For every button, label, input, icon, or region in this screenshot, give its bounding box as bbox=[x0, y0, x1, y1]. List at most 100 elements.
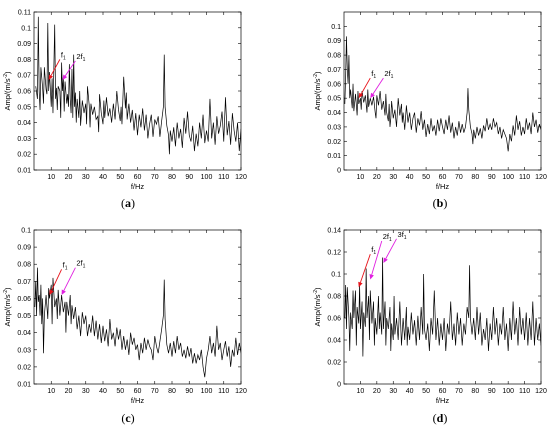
y-tick-label: 0.07 bbox=[327, 67, 341, 74]
x-tick-label: 60 bbox=[439, 174, 447, 181]
annotation-arrow bbox=[50, 59, 61, 76]
y-tick-label: 0.05 bbox=[17, 104, 31, 111]
y-tick-label: 0.03 bbox=[327, 124, 341, 131]
annotation-label: 2f1 bbox=[383, 232, 392, 243]
annotation-arrow bbox=[359, 254, 371, 283]
y-tick-label: 0.03 bbox=[17, 347, 31, 354]
plot-frame bbox=[343, 11, 542, 171]
annotation-label: 3f1 bbox=[398, 230, 407, 241]
x-tick-label: 120 bbox=[235, 174, 247, 181]
caption-b: (b) bbox=[432, 196, 448, 210]
x-tick-label: 50 bbox=[422, 388, 430, 395]
x-tick-label: 10 bbox=[357, 174, 365, 181]
x-tick-label: 20 bbox=[373, 174, 381, 181]
series-line bbox=[344, 36, 541, 152]
chart-panel-b: 10 20 30 40 50 60 70 80 90 100 110 120 0 0.01 0.02 0.03… bbox=[313, 11, 547, 191]
x-axis-label: f/Hz bbox=[131, 396, 145, 405]
y-tick-label: 0.05 bbox=[17, 313, 31, 320]
x-tick-label: 110 bbox=[519, 388, 530, 395]
y-tick-label: 0 bbox=[337, 382, 341, 389]
series-line bbox=[34, 267, 241, 378]
y-tick-label: 0.09 bbox=[327, 38, 341, 45]
x-tick-label: 110 bbox=[519, 174, 530, 181]
y-tick-label: 0.04 bbox=[17, 330, 31, 337]
annotation-label: 2f1 bbox=[76, 52, 85, 63]
x-tick-label: 50 bbox=[422, 174, 430, 181]
annotation-arrowhead bbox=[49, 289, 54, 296]
x-tick-label: 100 bbox=[502, 174, 514, 181]
x-tick-label: 120 bbox=[535, 174, 547, 181]
annotation-arrowhead bbox=[369, 274, 374, 280]
y-tick-label: 0.1 bbox=[331, 24, 341, 31]
x-tick-label: 120 bbox=[535, 388, 547, 395]
x-tick-label: 80 bbox=[471, 174, 479, 181]
annotation-label: f1 bbox=[61, 50, 66, 61]
x-tick-label: 90 bbox=[488, 174, 496, 181]
y-tick-label: 0.05 bbox=[327, 96, 341, 103]
x-tick-label: 70 bbox=[151, 388, 159, 395]
x-tick-label: 10 bbox=[357, 388, 365, 395]
annotation-arrow bbox=[63, 267, 76, 291]
y-tick-label: 0 bbox=[337, 168, 341, 175]
y-tick-label: 0.1 bbox=[21, 25, 31, 32]
y-tick-label: 0.06 bbox=[327, 316, 341, 323]
x-axis-label: f/Hz bbox=[131, 182, 145, 191]
x-tick-label: 30 bbox=[82, 388, 90, 395]
x-tick-label: 120 bbox=[235, 388, 247, 395]
x-tick-label: 60 bbox=[439, 388, 447, 395]
y-tick-label: 0.07 bbox=[17, 279, 31, 286]
caption-a: (a) bbox=[121, 196, 135, 210]
annotation-arrow bbox=[372, 77, 384, 95]
annotation-arrow bbox=[371, 240, 383, 275]
caption-d: (d) bbox=[432, 411, 448, 425]
chart-panel-c: 10 20 30 40 50 60 70 80 90 100 110 120 0.01 0.02 0.03 0… bbox=[3, 228, 247, 406]
annotation-arrowhead bbox=[358, 92, 364, 99]
chart-panel-a: 10 20 30 40 50 60 70 80 90 100 110 120 0.01 0.02 0.03 0… bbox=[3, 10, 247, 192]
annotation-arrowhead bbox=[48, 74, 54, 80]
y-tick-label: 0.08 bbox=[17, 262, 31, 269]
chart-panel-d: 10 20 30 40 50 60 70 80 90 100 110 120 0 0.02 0.04 0.06… bbox=[313, 228, 547, 406]
x-tick-label: 100 bbox=[201, 174, 213, 181]
x-tick-label: 10 bbox=[47, 388, 55, 395]
y-tick-label: 0.02 bbox=[17, 364, 31, 371]
annotation-label: 2f1 bbox=[76, 259, 85, 270]
y-tick-label: 0.14 bbox=[327, 228, 341, 235]
x-axis-label: f/Hz bbox=[436, 396, 450, 405]
plot-frame bbox=[343, 229, 542, 385]
x-tick-label: 40 bbox=[99, 174, 107, 181]
y-axis-label: Amp/(m/s-2) bbox=[3, 287, 12, 327]
x-tick-label: 30 bbox=[389, 174, 397, 181]
y-tick-label: 0.04 bbox=[327, 110, 341, 117]
annotation-label: 2f1 bbox=[384, 69, 393, 80]
x-tick-label: 60 bbox=[134, 174, 142, 181]
y-tick-label: 0.01 bbox=[17, 168, 31, 175]
y-tick-label: 0.06 bbox=[327, 81, 341, 88]
annotation-label: f1 bbox=[63, 260, 68, 271]
y-tick-label: 0.06 bbox=[17, 296, 31, 303]
x-tick-label: 50 bbox=[116, 388, 124, 395]
x-tick-label: 90 bbox=[185, 174, 193, 181]
x-tick-label: 90 bbox=[488, 388, 496, 395]
x-tick-label: 110 bbox=[218, 388, 229, 395]
x-tick-label: 60 bbox=[134, 388, 142, 395]
x-tick-label: 50 bbox=[116, 174, 124, 181]
y-tick-label: 0.07 bbox=[17, 73, 31, 80]
annotation-arrow bbox=[64, 60, 76, 77]
y-tick-label: 0.11 bbox=[18, 10, 31, 17]
y-tick-label: 0.03 bbox=[17, 136, 31, 143]
y-tick-label: 0.06 bbox=[17, 89, 31, 96]
y-tick-label: 0.04 bbox=[17, 120, 31, 127]
y-tick-label: 0.02 bbox=[17, 152, 31, 159]
annotation-arrow bbox=[51, 269, 63, 291]
annotation-arrowhead bbox=[358, 281, 363, 288]
annotation-arrowhead bbox=[370, 92, 375, 99]
y-tick-label: 0.02 bbox=[327, 139, 341, 146]
caption-c: (c) bbox=[121, 411, 135, 425]
y-axis-label: Amp/(m/s-2) bbox=[313, 71, 322, 111]
x-tick-label: 40 bbox=[406, 174, 414, 181]
y-tick-label: 0.09 bbox=[17, 41, 31, 48]
x-tick-label: 110 bbox=[218, 174, 229, 181]
x-tick-label: 100 bbox=[201, 388, 213, 395]
x-tick-label: 40 bbox=[99, 388, 107, 395]
